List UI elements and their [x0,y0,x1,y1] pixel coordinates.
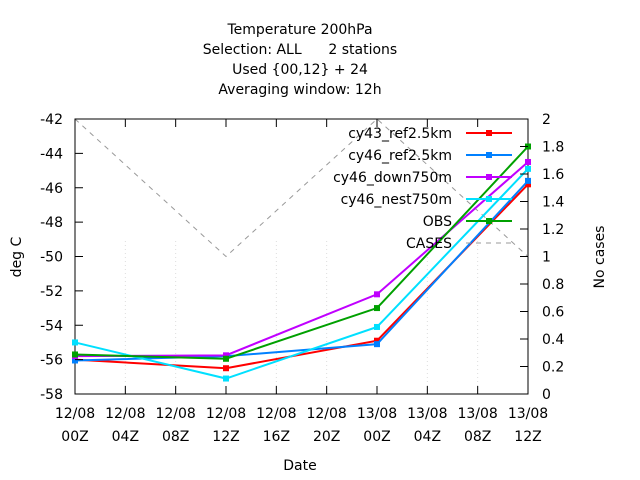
y2-tick-label: 0.8 [542,277,564,293]
series-line-4 [74,145,529,360]
legend-label: cy43_ref2.5km [348,126,452,142]
x-tick-time: 08Z [464,429,491,445]
x-tick-date: 12/08 [55,406,95,422]
x-tick-time: 00Z [363,429,390,445]
legend-label: CASES [406,236,452,252]
x-tick-date: 12/08 [256,406,296,422]
series-line-cases [74,118,529,258]
x-tick-date: 12/08 [206,406,246,422]
x-tick-date: 13/08 [508,406,548,422]
x-tick-time: 08Z [162,429,189,445]
legend-label: OBS [423,214,452,230]
title-line-3: Used {00,12} + 24 [232,62,368,78]
y-tick-label: -56 [40,353,63,369]
x-tick-date: 12/08 [155,406,195,422]
data-point [374,337,380,344]
data-point [223,365,229,372]
y-axis-ticks: -42 -44 -46 -48 -50 -52 -54 -56 -58 [40,112,83,403]
y-axis-label: deg C [9,236,25,277]
data-point [525,165,531,172]
data-point [223,355,229,362]
data-point [72,351,78,358]
legend-label: cy46_down750m [333,170,452,186]
data-point [525,158,531,165]
x-tick-date: 12/08 [306,406,346,422]
y-tick-label: -52 [40,284,63,300]
legend: cy43_ref2.5km cy46_ref2.5km cy46_down750mc… [333,126,512,252]
y-tick-label: -42 [40,112,63,128]
series-line-1 [74,180,529,362]
y2-tick-label: 1.8 [542,140,564,156]
x-tick-time: 16Z [263,429,290,445]
title-line-4: Averaging window: 12h [218,82,381,98]
y-tick-label: -54 [40,318,63,334]
x-tick-time: 12Z [212,429,239,445]
legend-label: cy46_ref2.5km [348,148,452,164]
legend-marker [486,130,492,136]
y2-axis-ticks: 2 1.8 1.6 1.4 1.2 1 0.8 0.6 0.4 0.2 0 [520,112,564,403]
legend-marker [486,196,492,202]
y-tick-label: -46 [40,181,63,197]
series-line-2 [74,161,529,358]
legend-label: cy46_nest750m [341,192,452,208]
data-point [374,291,380,298]
x-tick-time: 04Z [112,429,139,445]
y2-tick-label: 0.2 [542,360,564,376]
series-line-3 [74,168,529,380]
x-tick-time: 04Z [414,429,441,445]
title-line-1: Temperature 200hPa [226,22,372,38]
data-point [374,341,380,348]
data-point [72,339,78,346]
y2-tick-label: 0 [542,387,551,403]
x-tick-time: 12Z [514,429,541,445]
data-point [374,323,380,330]
x-axis-label: Date [283,458,316,474]
data-point [374,305,380,312]
data-point [525,177,531,184]
legend-marker [486,218,492,224]
y-tick-label: -50 [40,250,63,266]
y2-tick-label: 0.6 [542,305,564,321]
y2-tick-label: 0.4 [542,332,564,348]
y2-tick-label: 1 [542,250,551,266]
y2-tick-label: 1.2 [542,222,564,238]
x-axis-ticks: 12/08 00Z 12/08 04Z 12/08 08Z 12/08 12Z 12/08 16Z… [55,119,548,445]
legend-marker [486,174,492,180]
x-tick-date: 13/08 [457,406,497,422]
x-tick-time: 20Z [313,429,340,445]
plot-area [72,118,531,395]
y-tick-label: -44 [40,146,63,162]
x-tick-date: 13/08 [357,406,397,422]
x-tick-date: 12/08 [105,406,145,422]
y2-tick-label: 2 [542,112,551,128]
series-line-0 [74,183,529,370]
data-point [223,375,229,382]
data-point [223,352,229,359]
y2-tick-label: 1.4 [542,195,564,211]
legend-marker [486,152,492,158]
x-tick-date: 13/08 [407,406,447,422]
y-tick-label: -48 [40,215,63,231]
title-line-2: Selection: ALL 2 stations [203,42,397,58]
chart-title: Temperature 200hPa Selection: ALL 2 stat… [203,22,397,98]
y2-axis-label: No cases [592,226,608,289]
y-tick-label: -58 [40,387,63,403]
x-tick-time: 00Z [61,429,88,445]
data-point [72,357,78,364]
data-point [525,181,531,188]
y2-tick-label: 1.6 [542,167,564,183]
